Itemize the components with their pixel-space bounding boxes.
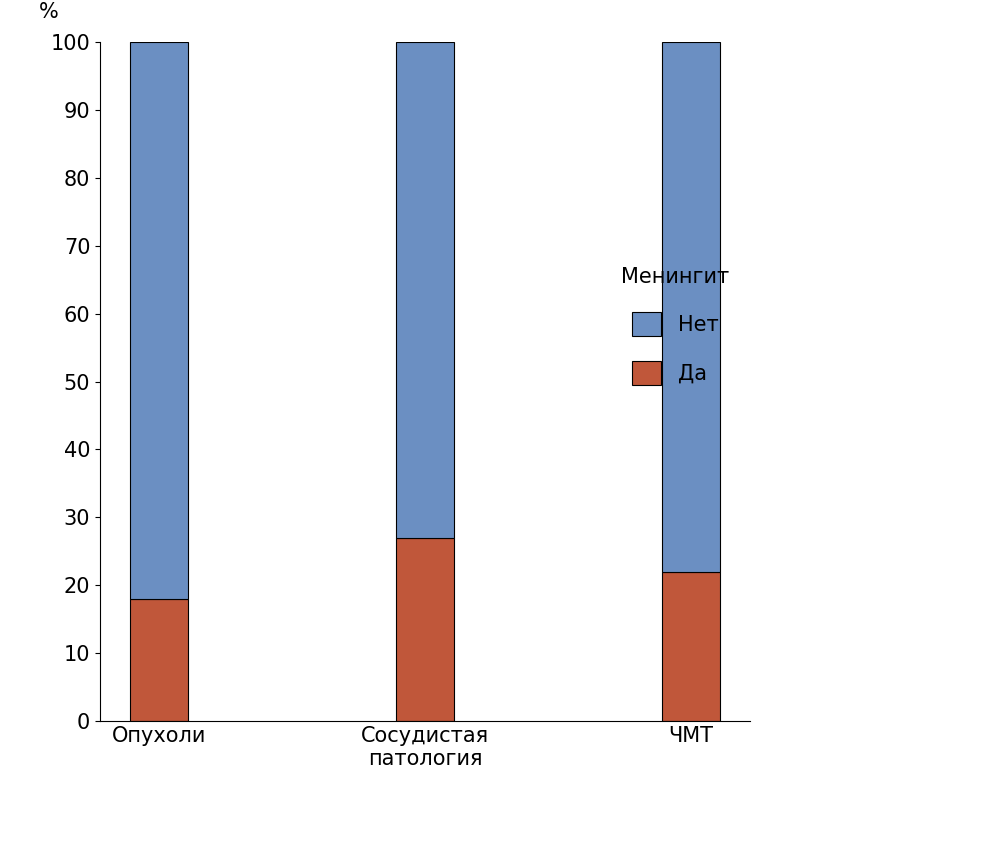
Bar — [662, 42, 720, 572]
Bar — [130, 599, 188, 721]
Text: %: % — [39, 2, 59, 22]
Legend: Нет, Да: Нет, Да — [610, 256, 740, 395]
Bar — [130, 42, 188, 599]
Bar — [396, 42, 454, 538]
Bar — [396, 538, 454, 721]
Bar — [662, 572, 720, 721]
